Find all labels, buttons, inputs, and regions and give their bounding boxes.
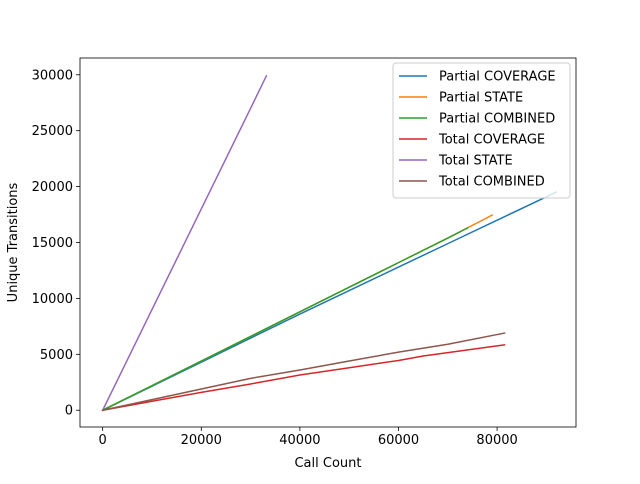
legend-entry: Total COMBINED [438, 175, 545, 190]
x-tick-label: 60000 [378, 433, 419, 448]
y-tick-label: 20000 [32, 180, 73, 195]
series-line-total-combined [101, 332, 506, 412]
y-tick-label: 5000 [40, 348, 73, 363]
x-tick-label: 40000 [279, 433, 320, 448]
y-axis-label: Unique Transitions [6, 182, 21, 302]
x-tick-label: 0 [99, 433, 107, 448]
legend-entry: Partial COVERAGE [439, 70, 556, 85]
legend-entry: Partial COMBINED [439, 112, 555, 127]
y-tick-label: 30000 [32, 68, 73, 83]
x-tick-label: 80000 [476, 433, 517, 448]
legend-entry: Total COVERAGE [438, 133, 545, 148]
y-tick-label: 10000 [32, 292, 73, 307]
series-line-total-coverage [101, 343, 506, 412]
y-tick-label: 0 [65, 404, 73, 419]
series-line-partial-coverage [101, 191, 558, 412]
x-axis-label: Call Count [294, 456, 361, 471]
series-line-total-state [101, 74, 268, 412]
y-tick-label: 15000 [32, 236, 73, 251]
legend-box [392, 62, 571, 199]
series-line-partial-combined [101, 226, 469, 412]
legend-entry: Total STATE [438, 154, 513, 169]
y-tick-label: 25000 [32, 124, 73, 139]
x-tick-label: 20000 [181, 433, 222, 448]
legend-entry: Partial STATE [439, 91, 523, 106]
